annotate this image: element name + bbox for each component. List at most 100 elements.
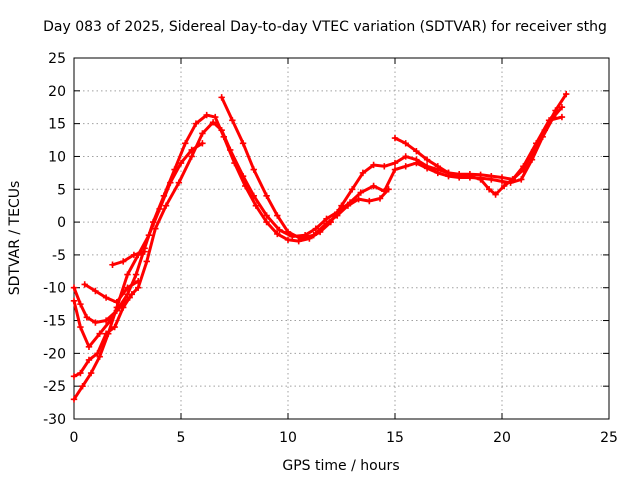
data-point [402,163,409,170]
data-point [85,356,93,364]
plot-frame [73,57,610,420]
data-point [128,291,135,298]
data-point [349,186,356,193]
data-point [227,146,234,154]
data-point [124,271,131,278]
series-track-6 [109,248,148,268]
x-tick-label: 25 [600,430,618,446]
data-point [334,212,341,219]
series-track-7 [218,94,392,242]
series-line [220,95,391,240]
y-tick-label: -30 [43,412,66,428]
data-point [284,236,292,244]
y-tick-label: 25 [48,51,66,67]
data-point [162,202,170,209]
data-point [250,166,257,173]
data-point [70,284,78,291]
data-point [113,298,120,306]
data-point [126,294,133,301]
x-tick-label: 0 [70,430,79,446]
data-point [199,130,206,137]
data-point [509,176,516,183]
x-axis-label: GPS time / hours [282,458,399,474]
series-line [72,92,568,349]
data-point [96,353,103,360]
data-point [79,382,86,390]
data-point [485,186,493,193]
data-point [492,191,499,198]
data-point [92,319,99,326]
data-point [120,258,127,265]
grid-lines [74,58,609,419]
y-tick-label: -20 [43,346,66,362]
data-point [423,156,431,163]
series-line [111,250,147,267]
data-point [85,343,93,350]
data-point [70,373,78,380]
data-point [239,140,247,147]
data-point [545,117,553,124]
series-line [393,115,564,196]
data-point [323,220,330,227]
data-point [274,230,281,238]
data-point [263,192,270,200]
data-point [239,172,247,180]
x-tick-label: 5 [177,430,186,446]
data-point [359,169,367,177]
series-track-8 [391,113,566,198]
data-point [199,140,206,147]
data-point [518,176,525,183]
data-point [218,94,225,101]
series-track-5 [70,284,133,326]
y-tick-label: -5 [52,248,66,264]
data-point [77,300,84,308]
data-point [141,248,148,255]
data-point [413,159,420,167]
data-point [312,225,320,232]
y-tick-label: 10 [48,149,66,165]
data-point [456,172,463,180]
data-point [212,113,219,121]
data-point [385,186,392,193]
series-track-1 [70,90,570,350]
data-point [391,134,399,142]
data-point [109,261,116,268]
y-tick-label: 20 [48,84,66,100]
x-tick-label: 20 [493,430,511,446]
data-point [83,314,91,321]
data-point [370,182,377,190]
data-point [111,323,118,331]
data-point [274,212,281,219]
data-point [77,323,84,331]
data-point [70,396,78,403]
data-point [563,90,570,98]
series-track-4 [81,277,142,306]
data-point [423,165,431,172]
data-point [192,120,200,127]
data-point [434,169,441,177]
data-point [132,271,140,278]
data-point [533,140,540,147]
y-tick-label: 15 [48,117,66,133]
data-point [402,153,409,160]
y-tick-label: -15 [43,314,66,330]
data-point [113,307,120,314]
y-tick-label: -25 [43,379,66,395]
data-point [284,228,292,236]
data-point [102,294,110,301]
data-point [357,189,364,196]
y-tick-label: 0 [57,215,66,231]
data-point [209,119,217,126]
data-point [92,287,99,295]
data-point [310,232,317,239]
data-point [558,104,566,111]
data-point [229,117,236,124]
data-point [135,284,142,291]
data-point [182,140,189,147]
chart-title: Day 083 of 2025, Sidereal Day-to-day VTE… [43,19,607,35]
data-point [520,163,527,170]
data-point [218,127,225,134]
data-point [391,159,399,167]
data-point [143,258,150,265]
